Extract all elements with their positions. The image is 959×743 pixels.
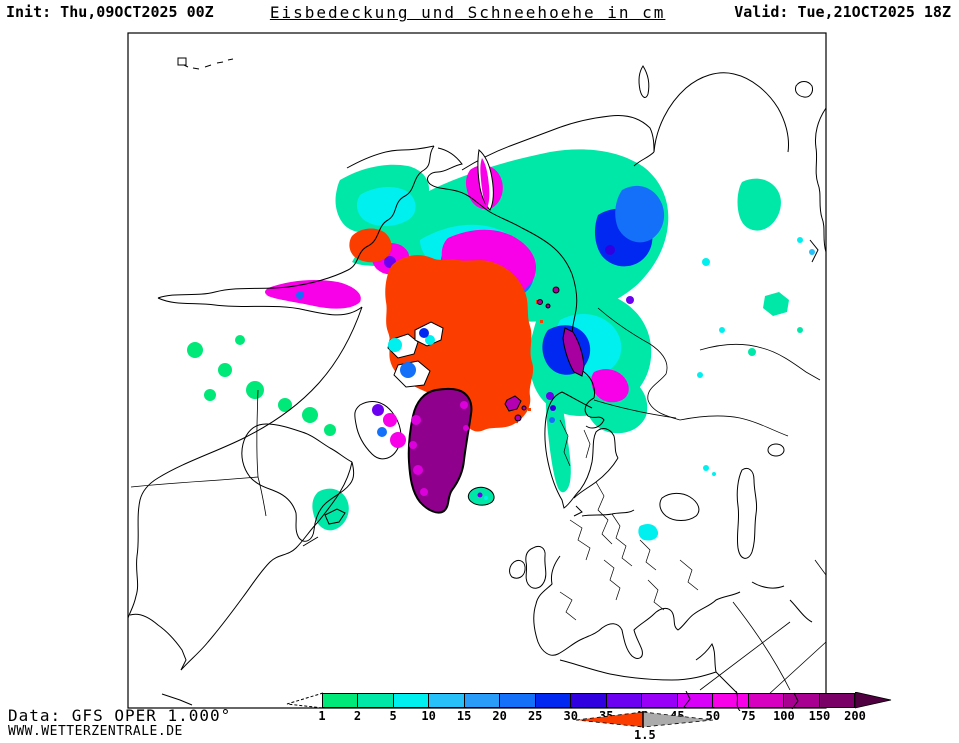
franz-josef-islet [545, 303, 551, 309]
japan [795, 81, 813, 98]
caspian-sea [736, 467, 758, 559]
cuba [161, 693, 193, 706]
na-west-coast [128, 306, 363, 619]
sea-ice-speck [505, 393, 509, 397]
archipelago-snow [372, 328, 435, 448]
white-sea-notch [584, 397, 605, 429]
snow-speck [302, 407, 318, 423]
snow-speck [797, 237, 803, 243]
alaska-coast [346, 145, 435, 169]
iceland-snow-speck [484, 496, 488, 500]
arctic-islands-layer [354, 149, 585, 514]
greenland-fringe [409, 401, 469, 496]
snow-patch-labrador [312, 488, 349, 531]
snow-speck [703, 465, 709, 471]
europe-borders [559, 419, 699, 621]
sea-ice-speck [515, 420, 518, 423]
snow-speck [809, 249, 815, 255]
gulf-of-alaska-coast [157, 297, 363, 316]
arctic-sea-ice [385, 255, 534, 432]
ellesmere-island [414, 321, 444, 347]
snow-patch-fareast [737, 178, 781, 231]
nova-scotia [302, 536, 319, 547]
amur-coast [633, 151, 655, 167]
svalbard-islet [514, 414, 522, 422]
gulf-florida-coast [129, 613, 187, 671]
snow-speck [797, 327, 803, 333]
snow-speck [549, 417, 555, 423]
great-britain [525, 545, 547, 589]
kamchatka-snow [480, 158, 490, 208]
snow-speck [218, 363, 232, 377]
snow-speck [748, 348, 756, 356]
black-sea [659, 492, 700, 521]
snow-speck [204, 389, 216, 401]
primorye-coast [815, 107, 826, 253]
severnaya-zemlya-islet [552, 286, 560, 294]
snow-speck [235, 335, 245, 345]
valid-time-label: Valid: Tue,21OCT2025 18Z [734, 3, 951, 21]
persian-gulf-coast [751, 581, 813, 623]
snow-speck [187, 342, 203, 358]
asia-borders [593, 307, 821, 437]
sea-ice-arm [349, 228, 392, 263]
snow-patch-blue [615, 185, 665, 243]
snow-speck [712, 472, 716, 476]
okhotsk-coast [653, 72, 789, 153]
labrador-coast [317, 461, 353, 523]
snow-speck [697, 372, 703, 378]
africa-borders [699, 559, 826, 707]
svalbard [504, 395, 522, 412]
aral-sea [767, 443, 785, 457]
init-time-label: Init: Thu,09OCT2025 00Z [6, 3, 214, 21]
korea [809, 239, 819, 263]
snow-speck [550, 405, 556, 411]
hudson-bay [241, 423, 355, 542]
snow-speck [702, 258, 710, 266]
snow-patch-fareast [763, 292, 789, 316]
website-label: WWW.WETTERZENTRALE.DE [8, 724, 183, 739]
newfoundland [324, 508, 346, 525]
coastline-layer [128, 57, 826, 707]
us-east-coast [180, 521, 319, 671]
snow-speck [546, 392, 554, 400]
north-africa-coast [559, 643, 717, 681]
data-source-label: Data: GFS OPER 1.000° [8, 706, 232, 725]
ireland [509, 559, 526, 579]
franz-josef-islet [537, 299, 543, 305]
snow-speck [719, 327, 725, 333]
snow-speck [246, 381, 264, 399]
sea-ice-speck [540, 320, 543, 323]
svalbard-islet [521, 405, 527, 411]
snow-patch-magenta [591, 369, 629, 403]
novaya-zemlya [562, 327, 585, 377]
sakhalin [638, 65, 650, 98]
snow-patch-carpathians [638, 524, 659, 541]
sea-ice-speck [528, 408, 531, 411]
snow-patch-alaska [356, 186, 416, 226]
map-title: Eisbedeckung und Schneehoehe in cm [269, 3, 666, 22]
snow-speck [278, 398, 292, 412]
snow-patch-scandinavia [546, 390, 571, 493]
snow-speck [324, 424, 336, 436]
yukon-border [256, 389, 259, 478]
siberia-okhotsk-link [461, 115, 655, 171]
denmark [573, 505, 583, 517]
alaska-bering-coast [157, 145, 435, 299]
snow-speck [296, 291, 304, 299]
greenland [407, 387, 473, 514]
iceland-snow-speck [477, 492, 483, 498]
scandinavia-coast [544, 391, 619, 509]
us-canada-border [130, 476, 267, 517]
europe-atlantic-med-coast [533, 555, 741, 659]
snow-speck [605, 245, 615, 255]
snow-speck [626, 296, 634, 304]
